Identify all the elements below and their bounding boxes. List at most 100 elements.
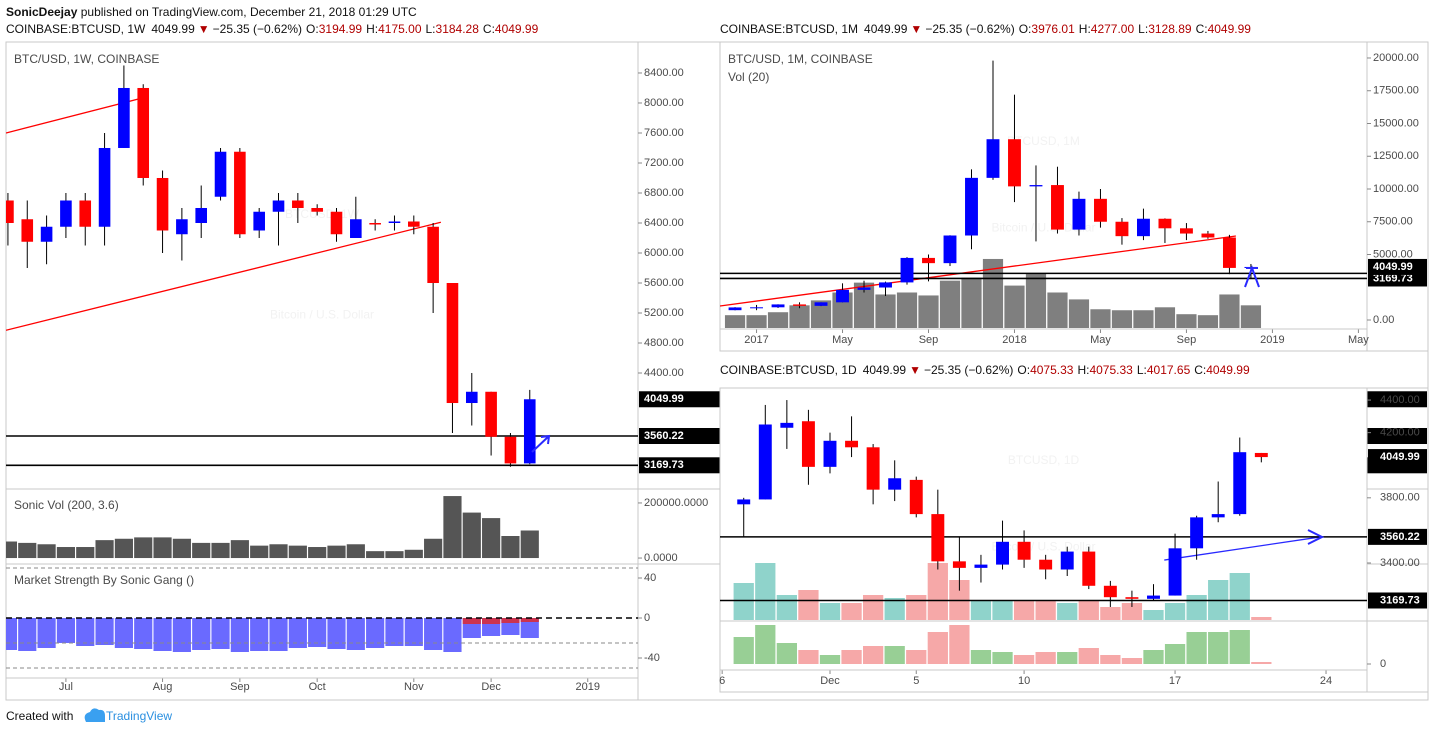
- bar: [789, 305, 810, 328]
- candle-body: [427, 226, 439, 284]
- bar: [482, 518, 501, 559]
- bar: [134, 618, 153, 649]
- candle-body: [176, 219, 188, 235]
- field-value: 4277.00: [1091, 22, 1135, 36]
- field-value: 3128.89: [1148, 22, 1192, 36]
- price-label-box: [1368, 258, 1427, 275]
- bar: [918, 295, 939, 328]
- candle-body: [1168, 548, 1182, 596]
- bar: [56, 547, 75, 559]
- bar: [906, 650, 927, 664]
- candle-body: [118, 87, 130, 148]
- bar: [327, 545, 346, 559]
- bar: [269, 618, 288, 651]
- bar: [1078, 648, 1099, 664]
- bar: [992, 652, 1013, 664]
- symbol: COINBASE:BTCUSD, 1M: [720, 22, 858, 36]
- bar: [853, 282, 875, 328]
- field-value: 3184.28: [436, 22, 480, 36]
- x-tick-label: 6: [719, 675, 725, 687]
- bar: [211, 618, 230, 649]
- footer-text: Created with: [6, 709, 73, 723]
- candle-body: [1201, 233, 1215, 238]
- candle-body: [350, 219, 362, 238]
- publisher[interactable]: SonicDeejay: [6, 5, 78, 19]
- trendline: [720, 235, 1236, 307]
- price-label: 4049.99: [1373, 261, 1413, 273]
- candle-body: [1008, 139, 1021, 187]
- bar: [970, 600, 992, 620]
- candle-body: [1147, 595, 1160, 599]
- field-value: 3976.01: [1031, 22, 1075, 36]
- candle-body: [446, 283, 459, 404]
- field-key: L:: [1138, 22, 1148, 36]
- field-value: 4075.33: [1030, 363, 1074, 377]
- candle-body: [1051, 185, 1064, 230]
- field-key: L:: [1137, 363, 1147, 377]
- bar: [755, 625, 776, 664]
- bar: [6, 618, 18, 650]
- x-tick-label: 17: [1169, 675, 1181, 687]
- y-tick-label: 3400.00: [1380, 557, 1420, 569]
- watermark-sub: Bitcoin / U.S. Dollar: [270, 308, 374, 322]
- bar: [211, 542, 230, 559]
- candle-body: [1137, 218, 1150, 237]
- candle-body: [1125, 597, 1139, 599]
- candle-body: [523, 399, 536, 464]
- bar: [520, 530, 539, 559]
- candle-body: [857, 287, 871, 290]
- bar: [18, 542, 37, 559]
- candle-body: [909, 479, 923, 515]
- bar: [1143, 650, 1164, 664]
- candle-body: [1179, 228, 1193, 234]
- candle-body: [888, 478, 902, 490]
- watermark-sub: Bitcoin / U.S. Dollar: [991, 539, 1095, 553]
- x-tick-label: May: [1348, 334, 1369, 346]
- field-value: 4075.33: [1089, 363, 1133, 377]
- bar: [1047, 292, 1068, 328]
- bar: [1121, 658, 1143, 664]
- brand[interactable]: TradingView: [106, 709, 172, 723]
- bar: [346, 618, 365, 650]
- bar: [308, 618, 327, 647]
- bar: [1035, 600, 1056, 620]
- bar: [1154, 307, 1176, 328]
- y-tick-label: 7600.00: [644, 127, 684, 139]
- candle-body: [1190, 517, 1204, 549]
- candle-body: [504, 436, 517, 464]
- candle-body: [879, 282, 892, 288]
- bar: [875, 294, 896, 328]
- bar: [884, 598, 905, 620]
- bar: [1025, 273, 1047, 328]
- bar: [1240, 305, 1262, 328]
- bar: [755, 563, 776, 620]
- field-value: 4175.00: [378, 22, 422, 36]
- candle-body: [465, 391, 478, 404]
- x-tick-label: Aug: [153, 681, 173, 693]
- bar: [192, 618, 211, 650]
- x-tick-label: 2017: [744, 334, 768, 346]
- bar: [1133, 310, 1154, 328]
- panel-title: Sonic Vol (200, 3.6): [14, 498, 119, 512]
- overlay-title: Vol (20): [728, 70, 769, 84]
- bar: [1035, 652, 1056, 664]
- bar: [906, 595, 927, 620]
- price-label: 3560.22: [1380, 531, 1420, 543]
- bar: [346, 544, 365, 559]
- bar: [520, 618, 539, 622]
- bar: [424, 618, 443, 650]
- bar: [982, 258, 1004, 328]
- x-tick-label: 10: [1018, 675, 1030, 687]
- x-tick-label: 5: [913, 675, 919, 687]
- pane: [6, 567, 638, 669]
- candle-body: [98, 147, 111, 227]
- x-tick-label: 2018: [1002, 334, 1026, 346]
- candle-body: [823, 440, 837, 467]
- price-label: 3169.73: [1373, 272, 1413, 284]
- field-value: 4049.99: [495, 22, 539, 36]
- candle-body: [922, 257, 935, 264]
- candle-body: [60, 200, 72, 227]
- field-key: H:: [366, 22, 378, 36]
- candle-body: [21, 219, 34, 242]
- x-tick-label: Sep: [919, 334, 939, 346]
